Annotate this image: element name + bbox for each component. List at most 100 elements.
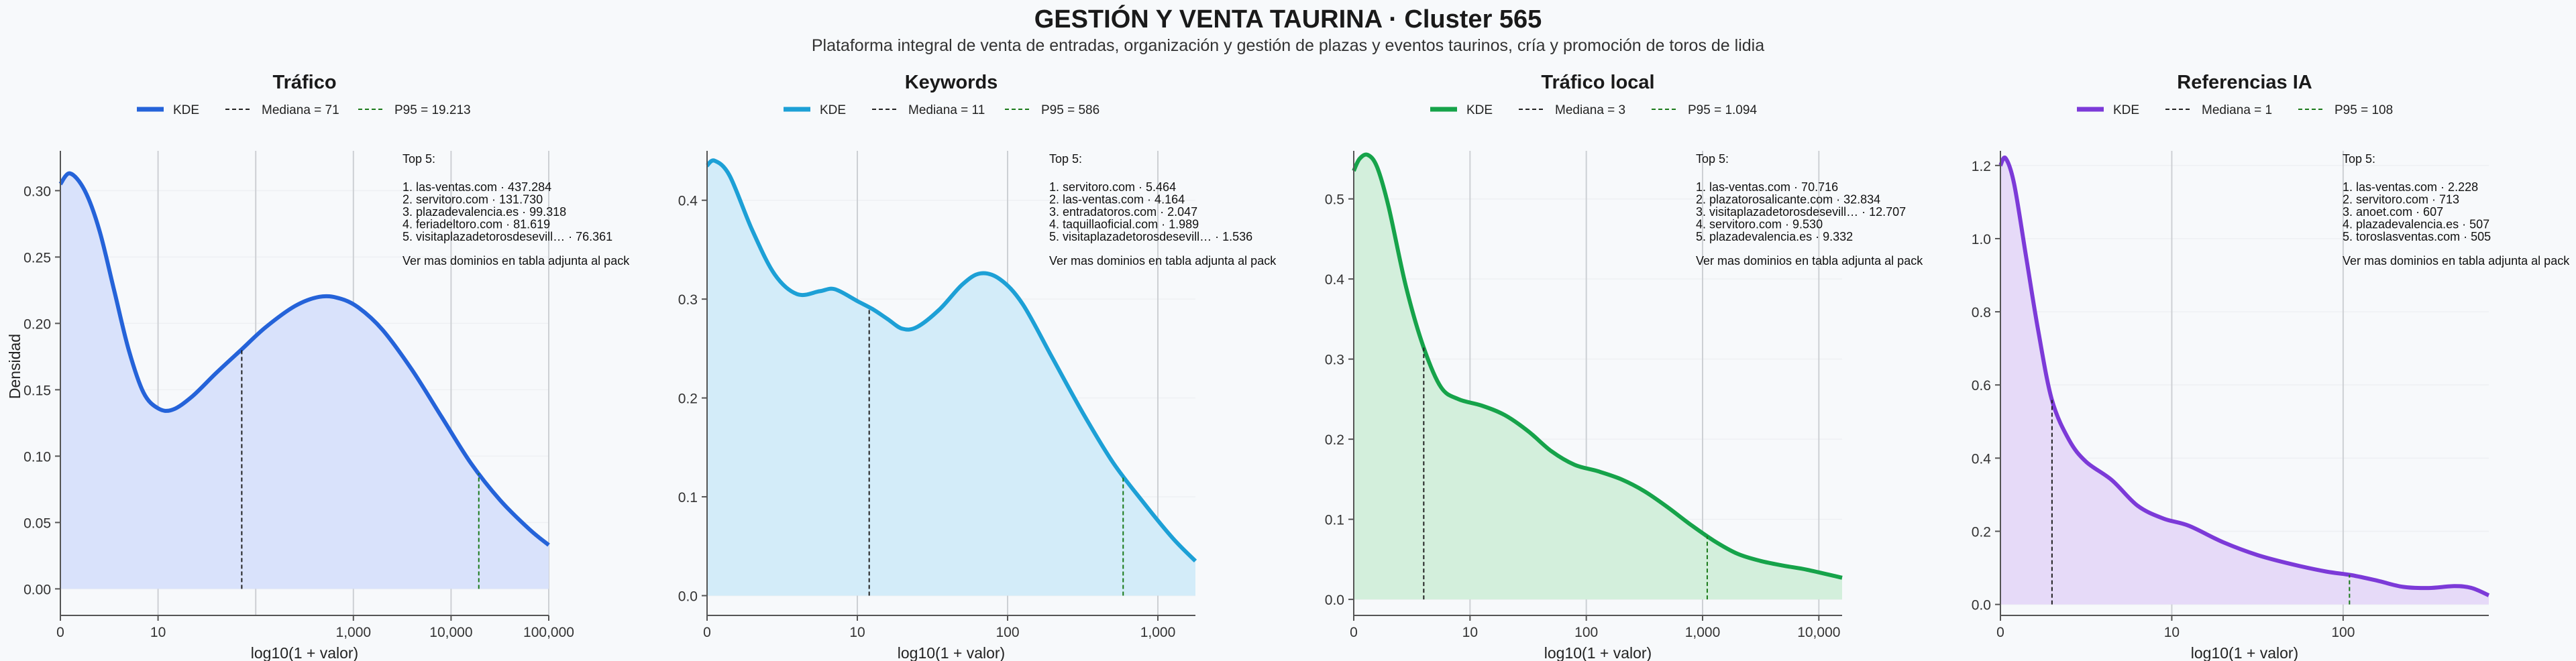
annotation-heading: Top 5: [1049, 152, 1082, 166]
y-tick-label: 0.25 [23, 250, 51, 265]
x-tick-label: 100 [996, 625, 1019, 640]
legend-median-label: Mediana = 11 [908, 103, 985, 117]
legend-kde-label: KDE [1466, 103, 1493, 117]
y-tick-label: 0.4 [678, 194, 698, 209]
y-tick-label: 0.4 [1972, 451, 1992, 467]
y-tick-label: 0.8 [1972, 305, 1991, 320]
x-axis-label: log10(1 + valor) [898, 644, 1005, 661]
annotation-item: 5. visitaplazadetorosdesevill… · 1.536 [1049, 230, 1252, 243]
legend-p95-label: P95 = 1.094 [1688, 103, 1757, 117]
page-subtitle: Plataforma integral de venta de entradas… [811, 36, 1765, 55]
legend-kde-label: KDE [173, 103, 199, 117]
legend: KDE Mediana = 11 P95 = 586 [784, 103, 1099, 117]
legend: KDE Mediana = 71 P95 = 19.213 [137, 103, 471, 117]
y-tick-label: 0.2 [678, 392, 698, 407]
x-tick-label: 100 [1574, 625, 1598, 640]
annotation-item: 2. plazatorosalicante.com · 32.834 [1696, 193, 1880, 206]
x-tick-label: 100,000 [523, 625, 574, 640]
y-tick-label: 0.3 [678, 292, 698, 308]
y-tick-label: 0.20 [23, 316, 51, 332]
x-tick-label: 10 [150, 625, 166, 640]
chart-referencias-ia: Referencias IA KDE Mediana = 1 P95 = 108 0.0… [1972, 72, 2570, 661]
annotation-heading: Top 5: [402, 152, 435, 166]
legend-p95-label: P95 = 108 [2334, 103, 2393, 117]
x-tick-label: 1,000 [1140, 625, 1176, 640]
y-tick-label: 0.15 [23, 383, 51, 398]
y-tick-label: 0.05 [23, 516, 51, 531]
x-tick-label: 1,000 [336, 625, 372, 640]
annotation-item: 1. las-ventas.com · 70.716 [1696, 180, 1838, 194]
panel-title: Keywords [905, 72, 998, 93]
kde-area [60, 173, 549, 589]
kde-area [1354, 154, 1842, 600]
annotation-footer: Ver mas dominios en tabla adjunta al pac… [2343, 254, 2570, 267]
chart-trafico: Tráfico KDE Mediana = 71 P95 = 19.213 0.00 0.… [6, 72, 630, 661]
annotation-item: 5. toroslasventas.com · 505 [2343, 230, 2491, 243]
annotation-item: 5. visitaplazadetorosdesevill… · 76.361 [402, 230, 612, 243]
annotation-heading: Top 5: [2343, 152, 2375, 166]
x-tick-label: 100 [2331, 625, 2355, 640]
y-tick-label: 0.0 [1325, 593, 1344, 608]
x-tick-label: 0 [56, 625, 64, 640]
annotation-item: 1. las-ventas.com · 437.284 [402, 180, 551, 194]
panel-title: Tráfico [272, 72, 336, 93]
annotation-item: 1. las-ventas.com · 2.228 [2343, 180, 2478, 194]
annotation-item: 2. servitoro.com · 131.730 [402, 193, 543, 206]
x-tick-label: 10 [2164, 625, 2180, 640]
annotation-item: 3. anoet.com · 607 [2343, 205, 2443, 219]
legend: KDE Mediana = 3 P95 = 1.094 [1430, 103, 1757, 117]
annotation-item: 1. servitoro.com · 5.464 [1049, 180, 1176, 194]
annotation-item: 2. servitoro.com · 713 [2343, 193, 2459, 206]
x-tick-label: 10 [849, 625, 865, 640]
legend-kde-label: KDE [2113, 103, 2139, 117]
legend-p95-label: P95 = 586 [1041, 103, 1099, 117]
annotation-heading: Top 5: [1696, 152, 1729, 166]
annotation-item: 3. visitaplazadetorosdesevill… · 12.707 [1696, 205, 1906, 219]
panel-title: Tráfico local [1541, 72, 1654, 93]
y-tick-label: 1.2 [1972, 159, 1991, 174]
kde-area [707, 160, 1195, 596]
y-tick-label: 0.1 [1325, 513, 1344, 528]
x-tick-label: 0 [1350, 625, 1358, 640]
y-tick-label: 0.5 [1325, 192, 1344, 208]
legend-median-label: Mediana = 3 [1555, 103, 1625, 117]
x-tick-label: 10,000 [1797, 625, 1840, 640]
annotation-item: 3. plazadevalencia.es · 99.318 [402, 205, 566, 219]
annotation-item: 3. entradatoros.com · 2.047 [1049, 205, 1197, 219]
y-tick-label: 0.4 [1325, 272, 1345, 288]
y-tick-label: 0.00 [23, 582, 51, 597]
kde-line [705, 158, 1197, 563]
legend: KDE Mediana = 1 P95 = 108 [2077, 103, 2393, 117]
y-tick-label: 0.0 [678, 589, 698, 605]
legend-median-label: Mediana = 1 [2202, 103, 2272, 117]
x-axis-label: log10(1 + valor) [1544, 644, 1652, 661]
annotation-item: 4. feriadeltoro.com · 81.619 [402, 218, 550, 231]
y-tick-label: 0.10 [23, 449, 51, 465]
x-tick-label: 10 [1462, 625, 1478, 640]
annotation-item: 4. plazadevalencia.es · 507 [2343, 218, 2489, 231]
y-tick-label: 0.1 [678, 490, 698, 505]
y-axis-label: Densidad [6, 334, 23, 399]
annotation-item: 2. las-ventas.com · 4.164 [1049, 193, 1185, 206]
y-tick-label: 1.0 [1972, 232, 1991, 247]
kde-line [58, 171, 550, 547]
x-axis-label: log10(1 + valor) [2191, 644, 2298, 661]
legend-median-label: Mediana = 71 [262, 103, 339, 117]
y-tick-label: 0.0 [1972, 598, 1991, 613]
legend-p95-label: P95 = 19.213 [394, 103, 471, 117]
y-tick-label: 0.30 [23, 184, 51, 199]
panel-title: Referencias IA [2177, 72, 2312, 93]
annotation-item: 5. plazadevalencia.es · 9.332 [1696, 230, 1853, 243]
kde-line [1998, 156, 2490, 597]
page-title: GESTIÓN Y VENTA TAURINA · Cluster 565 [1034, 5, 1542, 34]
x-tick-label: 10,000 [429, 625, 472, 640]
y-tick-label: 0.6 [1972, 378, 1991, 394]
y-tick-label: 0.2 [1325, 432, 1344, 448]
annotation-footer: Ver mas dominios en tabla adjunta al pac… [402, 254, 630, 267]
annotation-footer: Ver mas dominios en tabla adjunta al pac… [1049, 254, 1277, 267]
x-axis-label: log10(1 + valor) [251, 644, 358, 661]
annotation-item: 4. taquillaoficial.com · 1.989 [1049, 218, 1199, 231]
